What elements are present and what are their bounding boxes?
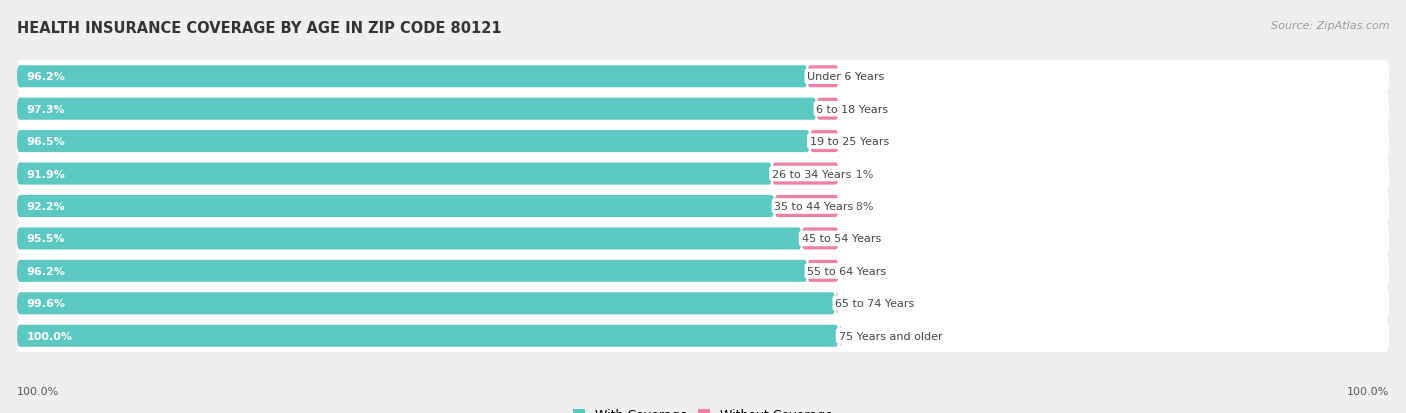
FancyBboxPatch shape [817, 98, 838, 121]
FancyBboxPatch shape [17, 126, 1389, 158]
FancyBboxPatch shape [807, 66, 838, 88]
FancyBboxPatch shape [772, 163, 838, 185]
Text: 7.8%: 7.8% [845, 202, 873, 211]
Text: HEALTH INSURANCE COVERAGE BY AGE IN ZIP CODE 80121: HEALTH INSURANCE COVERAGE BY AGE IN ZIP … [17, 21, 502, 36]
FancyBboxPatch shape [17, 228, 801, 250]
FancyBboxPatch shape [801, 228, 838, 250]
Text: 99.6%: 99.6% [27, 299, 66, 309]
FancyBboxPatch shape [17, 158, 1389, 190]
FancyBboxPatch shape [17, 93, 1389, 126]
FancyBboxPatch shape [17, 61, 1389, 93]
FancyBboxPatch shape [17, 292, 835, 315]
Text: 8.1%: 8.1% [845, 169, 873, 179]
Text: 65 to 74 Years: 65 to 74 Years [835, 299, 914, 309]
Text: 96.2%: 96.2% [27, 266, 66, 276]
Text: 0.44%: 0.44% [845, 299, 882, 309]
Text: 95.5%: 95.5% [27, 234, 65, 244]
Text: 55 to 64 Years: 55 to 64 Years [807, 266, 886, 276]
Text: 45 to 54 Years: 45 to 54 Years [801, 234, 880, 244]
FancyBboxPatch shape [835, 292, 839, 315]
Text: 96.2%: 96.2% [27, 72, 66, 82]
FancyBboxPatch shape [807, 260, 838, 282]
Text: 3.8%: 3.8% [845, 266, 873, 276]
Text: 0.0%: 0.0% [849, 331, 877, 341]
Text: 75 Years and older: 75 Years and older [838, 331, 942, 341]
Text: 100.0%: 100.0% [27, 331, 73, 341]
FancyBboxPatch shape [838, 325, 842, 347]
Text: 97.3%: 97.3% [27, 104, 65, 114]
Text: 6 to 18 Years: 6 to 18 Years [817, 104, 889, 114]
Text: 19 to 25 Years: 19 to 25 Years [810, 137, 889, 147]
FancyBboxPatch shape [17, 320, 1389, 352]
FancyBboxPatch shape [810, 131, 838, 153]
FancyBboxPatch shape [17, 131, 810, 153]
FancyBboxPatch shape [17, 195, 775, 218]
Text: 3.5%: 3.5% [845, 137, 873, 147]
FancyBboxPatch shape [17, 163, 772, 185]
Text: 2.7%: 2.7% [845, 104, 873, 114]
FancyBboxPatch shape [17, 287, 1389, 320]
Legend: With Coverage, Without Coverage: With Coverage, Without Coverage [568, 404, 838, 413]
Text: 92.2%: 92.2% [27, 202, 66, 211]
Text: 96.5%: 96.5% [27, 137, 66, 147]
FancyBboxPatch shape [17, 66, 807, 88]
FancyBboxPatch shape [17, 223, 1389, 255]
Text: Source: ZipAtlas.com: Source: ZipAtlas.com [1271, 21, 1389, 31]
FancyBboxPatch shape [775, 195, 838, 218]
Text: 100.0%: 100.0% [1347, 387, 1389, 396]
Text: Under 6 Years: Under 6 Years [807, 72, 884, 82]
FancyBboxPatch shape [17, 98, 817, 121]
FancyBboxPatch shape [17, 260, 807, 282]
Text: 91.9%: 91.9% [27, 169, 66, 179]
Text: 35 to 44 Years: 35 to 44 Years [775, 202, 853, 211]
Text: 4.5%: 4.5% [845, 234, 873, 244]
FancyBboxPatch shape [17, 255, 1389, 287]
Text: 26 to 34 Years: 26 to 34 Years [772, 169, 851, 179]
Text: 100.0%: 100.0% [17, 387, 59, 396]
FancyBboxPatch shape [17, 325, 838, 347]
FancyBboxPatch shape [17, 190, 1389, 223]
Text: 3.8%: 3.8% [845, 72, 873, 82]
